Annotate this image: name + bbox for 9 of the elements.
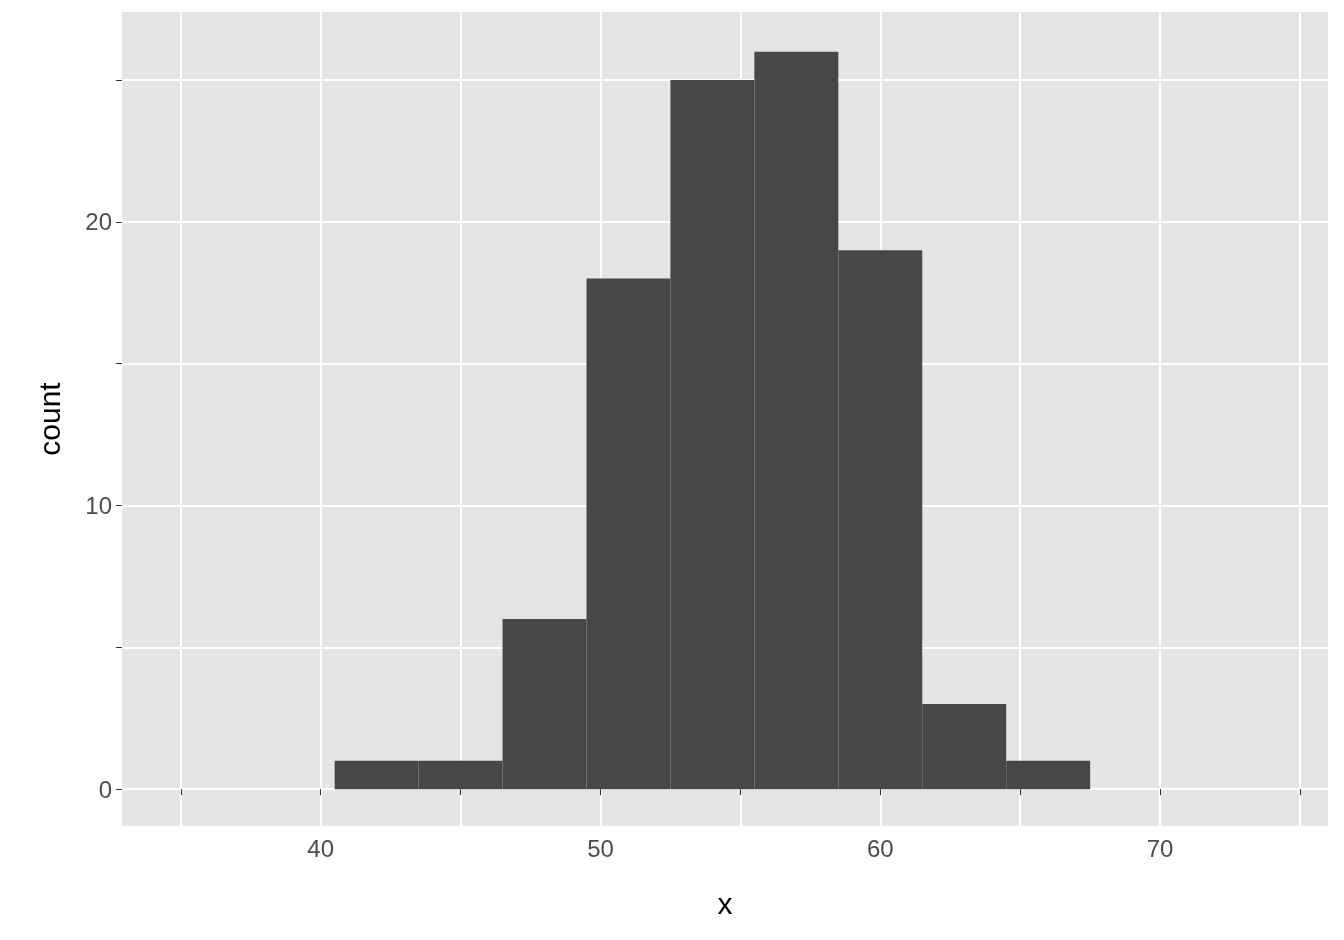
x-tick-label: 50	[587, 834, 614, 862]
x-tick-label: 40	[307, 834, 335, 862]
y-tick-label: 10	[85, 492, 112, 520]
x-tick-label: 60	[866, 834, 894, 862]
y-axis-title: count	[32, 381, 66, 456]
x-axis-title: x	[717, 886, 733, 920]
y-tick-label: 20	[85, 208, 112, 236]
y-tick-label: 0	[98, 775, 112, 803]
x-tick-label: 70	[1146, 834, 1174, 862]
